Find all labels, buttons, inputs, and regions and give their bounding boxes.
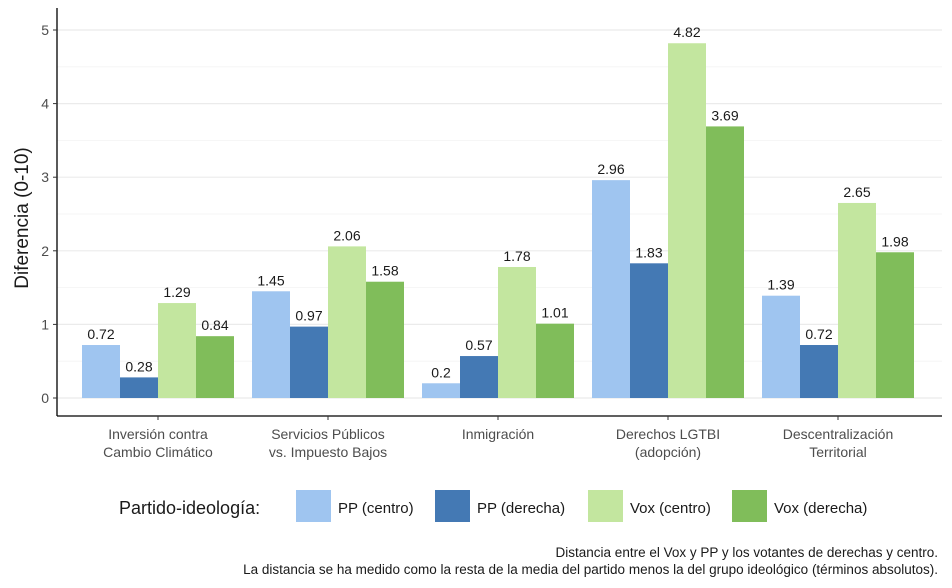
y-tick-label: 3 [41,169,49,185]
legend-entry-label: Vox (derecha) [774,500,867,517]
bar-value-label: 0.84 [201,317,228,333]
bar [290,326,328,398]
bar-value-label: 3.69 [711,107,738,123]
bar-value-label: 0.72 [87,326,114,342]
caption: Distancia entre el Vox y PP y los votant… [243,545,938,577]
legend-swatch [588,490,623,522]
y-tick-label: 1 [41,316,49,332]
x-tick-label: Cambio Climático [103,444,213,460]
bar [328,246,366,398]
y-tick-label: 4 [41,96,49,112]
bar-value-label: 0.57 [465,337,492,353]
bar-value-label: 0.97 [295,308,322,324]
bar-value-label: 0.72 [805,326,832,342]
bar [196,336,234,398]
bar-value-label: 1.01 [541,305,568,321]
caption-line: La distancia se ha medido como la resta … [243,562,938,577]
bar [838,202,876,398]
x-tick-label: (adopción) [635,444,701,460]
bar [422,383,460,398]
legend-swatch [732,490,767,522]
bar [460,356,498,398]
bar-value-label: 1.39 [767,277,794,293]
bar-value-label: 0.2 [431,364,451,380]
y-axis-label: Diferencia (0-10) [12,147,33,289]
y-tick-labels: 0 1 2 3 4 5 [41,22,57,406]
x-tick-labels: Inversión contra Cambio Climático Servicio… [103,416,893,460]
bar [158,303,196,398]
y-tick-label: 2 [41,243,49,259]
bar-value-label: 4.82 [673,24,700,40]
bars [82,43,914,399]
x-tick-label: Derechos LGTBI [616,426,720,442]
legend: PP (centro) PP (derecha) Vox (centro) Vox (… [296,490,867,522]
bar-value-label: 1.58 [371,263,398,279]
legend-title: Partido-ideología: [119,498,260,518]
bar [592,180,630,398]
bar [498,266,536,398]
legend-entry-label: Vox (centro) [630,500,711,517]
bar-value-label: 1.45 [257,272,284,288]
legend-swatch [435,490,470,522]
y-tick-label: 0 [41,390,49,406]
x-tick-label: Inmigración [462,426,534,442]
bar-value-label: 2.06 [333,227,360,243]
bar-value-label: 2.96 [597,161,624,177]
bar [800,345,838,398]
bar-value-label: 1.98 [881,233,908,249]
legend-swatch [296,490,331,522]
y-tick-label: 5 [41,22,49,38]
bar [668,43,706,399]
legend-entry-label: PP (centro) [338,500,414,517]
bar-value-labels: 0.72 0.28 1.29 0.84 1.45 0.97 2.06 1.58 0.2 0.57 1… [87,24,908,380]
bar [252,291,290,398]
x-tick-label: Servicios Públicos [271,426,385,442]
bar-value-label: 1.78 [503,248,530,264]
legend-entry-label: PP (derecha) [477,500,565,517]
bar [630,263,668,398]
bar-value-label: 2.65 [843,184,870,200]
bar-value-label: 0.28 [125,358,152,374]
x-tick-label: Inversión contra [108,426,208,442]
bar-value-label: 1.83 [635,244,662,260]
axes [56,8,942,417]
x-tick-label: vs. Impuesto Bajos [269,444,387,460]
x-tick-label: Descentralización [783,426,894,442]
bar [762,295,800,398]
bar [82,345,120,398]
bar-value-label: 1.29 [163,284,190,300]
bar [366,281,404,398]
bar [876,252,914,398]
bar [706,126,744,398]
bar [120,377,158,398]
bar [536,323,574,398]
x-tick-label: Territorial [809,444,867,460]
caption-line: Distancia entre el Vox y PP y los votant… [556,545,938,560]
